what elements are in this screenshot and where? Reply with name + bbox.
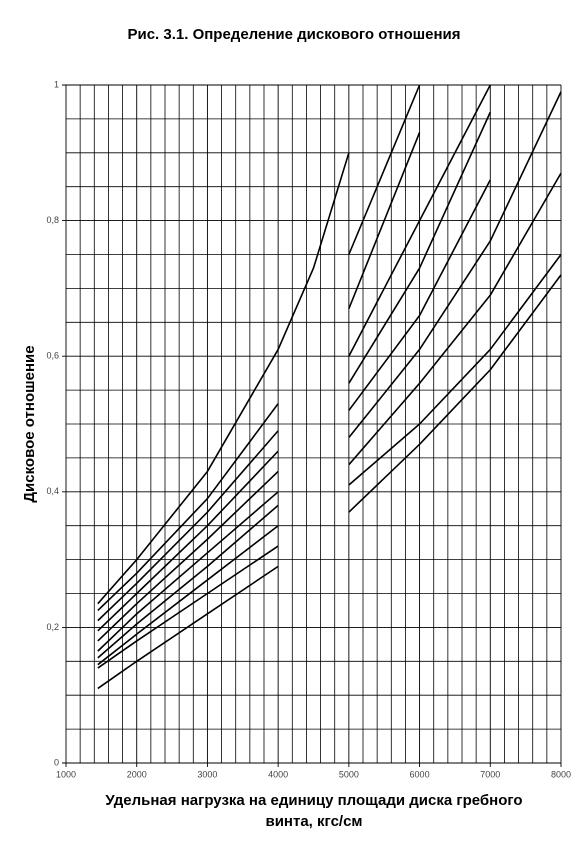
data-line <box>97 84 491 632</box>
y-tick-label: 0,4 <box>46 486 59 496</box>
x-tick-label: 8000 <box>551 769 571 779</box>
data-line <box>97 274 562 690</box>
y-tick-label: 0,2 <box>46 622 59 632</box>
y-axis-label: Дисковое отношение <box>21 345 38 502</box>
data-line <box>97 84 421 612</box>
data-line <box>97 132 421 622</box>
x-tick-label: 2000 <box>127 769 147 779</box>
y-tick-label: 1 <box>54 79 59 89</box>
y-tick-label: 0,6 <box>46 351 59 361</box>
data-line <box>97 152 350 605</box>
y-tick-label: 0 <box>54 757 59 767</box>
x-tick-label: 6000 <box>410 769 430 779</box>
x-axis-label: Удельная нагрузка на единицу площади дис… <box>105 792 523 830</box>
data-line <box>97 91 562 659</box>
x-tick-label: 5000 <box>339 769 359 779</box>
y-tick-label: 0,8 <box>46 215 59 225</box>
x-tick-label: 4000 <box>268 769 288 779</box>
data-line <box>97 179 491 652</box>
x-tick-label: 1000 <box>56 769 76 779</box>
data-line <box>97 111 492 642</box>
x-tick-label: 3000 <box>197 769 217 779</box>
x-tick-label: 7000 <box>480 769 500 779</box>
data-line <box>97 172 562 666</box>
data-line <box>97 254 562 669</box>
chart-title: Рис. 3.1. Определение дискового отношени… <box>127 26 460 43</box>
